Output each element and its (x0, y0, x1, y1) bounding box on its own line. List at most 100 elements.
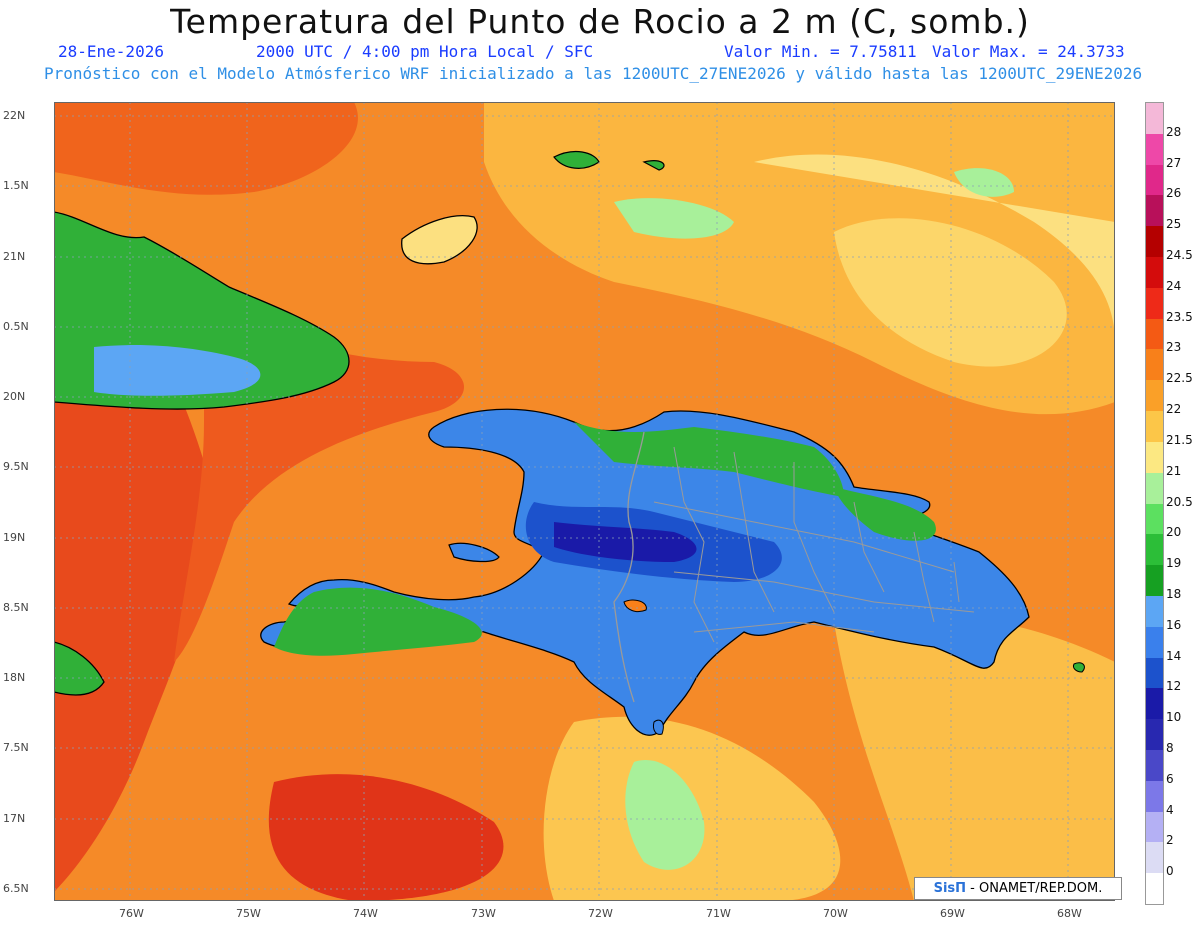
colorbar-tick-label: 22.5 (1166, 371, 1193, 386)
colorbar-swatch (1146, 811, 1163, 843)
haiti-southern-peninsula (274, 587, 482, 656)
lat-label: 7.5N (3, 741, 29, 754)
colorbar-tick-label: 4 (1166, 802, 1174, 817)
mona-island (1073, 662, 1085, 673)
map-title: Temperatura del Punto de Rocio a 2 m (C,… (170, 2, 1030, 41)
colorbar-tick-label: 6 (1166, 771, 1174, 786)
colorbar-tick-label: 0 (1166, 864, 1174, 879)
colorbar-tick-label: 23.5 (1166, 309, 1193, 324)
lon-label: 72W (588, 907, 613, 920)
province-lines (653, 446, 975, 643)
colorbar-swatch (1146, 472, 1163, 504)
colorbar-swatch (1146, 441, 1163, 474)
moist-patch-north (614, 198, 734, 239)
lat-label: 22N (3, 109, 26, 122)
cuba-dry-interior (94, 345, 261, 396)
colorbar-swatch (1146, 657, 1163, 689)
credit-text: - ONAMET/REP.DOM. (970, 881, 1103, 896)
colorbar-swatch (1146, 411, 1163, 443)
low-dewpoint-area-east (754, 154, 1115, 342)
colorbar-swatch (1146, 380, 1163, 412)
colorbar-swatch (1146, 749, 1163, 782)
colorbar-swatch (1146, 719, 1163, 751)
colorbar-swatch (1146, 842, 1163, 874)
colorbar-swatch (1146, 195, 1163, 227)
colorbar-swatch (1146, 626, 1163, 659)
colorbar-tick-label: 22 (1166, 402, 1182, 417)
map-frame (54, 102, 1115, 901)
lat-label: 19N (3, 531, 26, 544)
colorbar-tick-label: 25 (1166, 217, 1182, 232)
colorbar-tick-label: 27 (1166, 155, 1182, 170)
great-inagua (401, 215, 478, 265)
colorbar-swatch (1146, 534, 1163, 566)
colorbar-tick-label: 14 (1166, 648, 1182, 663)
colorbar-tick-label: 23 (1166, 340, 1182, 355)
colorbar-tick-label: 21.5 (1166, 432, 1193, 447)
colorbar (1145, 102, 1164, 905)
colorbar-swatch (1146, 103, 1163, 135)
moist-patch-northeast (954, 168, 1014, 197)
lat-label: 17N (3, 812, 26, 825)
credit-box: SisΠ - ONAMET/REP.DOM. (914, 877, 1122, 900)
lon-label: 71W (706, 907, 731, 920)
lat-label: 21N (3, 250, 26, 263)
dewpoint-map (54, 102, 1115, 901)
high-dewpoint-area-south (268, 774, 504, 901)
low-dewpoint-area-northeast (834, 218, 1067, 367)
colorbar-tick-label: 20.5 (1166, 494, 1193, 509)
colorbar-tick-label: 10 (1166, 710, 1182, 725)
colorbar-tick-label: 18 (1166, 586, 1182, 601)
lat-label: 8.5N (3, 601, 29, 614)
colorbar-tick-label: 19 (1166, 556, 1182, 571)
northern-coastal-strip (574, 422, 844, 497)
colorbar-swatch (1146, 318, 1163, 350)
sispi-logo: SisΠ (933, 881, 967, 896)
colorbar-swatch (1146, 257, 1163, 289)
low-dewpoint-area-southeast (834, 614, 1115, 901)
lon-label: 74W (353, 907, 378, 920)
forecast-date: 28-Ene-2026 (58, 42, 164, 61)
samana-wet-zone (834, 487, 936, 541)
colorbar-tick-label: 26 (1166, 186, 1182, 201)
lat-label: 9.5N (3, 460, 29, 473)
min-value: Valor Min. = 7.75811 (724, 42, 917, 61)
colorbar-swatch (1146, 688, 1163, 720)
lat-label: 0.5N (3, 320, 29, 333)
colorbar-swatch (1146, 287, 1163, 320)
colorbar-swatch (1146, 780, 1163, 813)
high-dewpoint-area-north (54, 102, 358, 195)
colorbar-swatch (1146, 503, 1163, 535)
lon-label: 70W (823, 907, 848, 920)
lon-label: 73W (471, 907, 496, 920)
forecast-time: 2000 UTC / 4:00 pm Hora Local / SFC (256, 42, 594, 61)
lon-label: 75W (236, 907, 261, 920)
turks-caicos-east (642, 160, 665, 171)
beata-point (653, 719, 664, 735)
colorbar-tick-label: 16 (1166, 617, 1182, 632)
colorbar-swatch (1146, 595, 1163, 628)
colorbar-tick-label: 28 (1166, 124, 1182, 139)
deep-dry-core (554, 522, 697, 562)
colorbar-swatch (1146, 349, 1163, 381)
max-value: Valor Max. = 24.3733 (932, 42, 1125, 61)
lake-enriquillo (623, 599, 647, 613)
colorbar-swatch (1146, 873, 1163, 905)
colorbar-swatch (1146, 133, 1163, 166)
colorbar-tick-label: 2 (1166, 833, 1174, 848)
colorbar-tick-label: 8 (1166, 740, 1174, 755)
model-info: Pronóstico con el Modelo Atmósferico WRF… (44, 64, 1143, 83)
lon-label: 68W (1057, 907, 1082, 920)
colorbar-tick-label: 24.5 (1166, 248, 1193, 263)
colorbar-tick-label: 20 (1166, 525, 1182, 540)
colorbar-tick-label: 21 (1166, 463, 1182, 478)
lon-label: 69W (940, 907, 965, 920)
moist-strip-south (625, 760, 705, 870)
jamaica-east (54, 641, 105, 696)
lat-label: 6.5N (3, 882, 29, 895)
lon-label: 76W (119, 907, 144, 920)
lat-label: 20N (3, 390, 26, 403)
haiti-dr-border (613, 431, 645, 703)
lat-label: 1.5N (3, 179, 29, 192)
graticule (54, 102, 1115, 901)
